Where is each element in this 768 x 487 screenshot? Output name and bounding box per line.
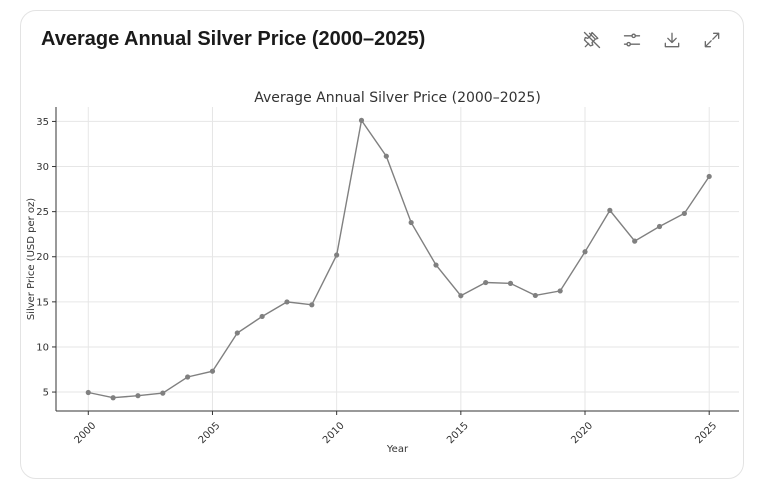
x-tick-label: 2005 (197, 420, 223, 446)
expand-button[interactable] (699, 27, 725, 53)
y-tick-label: 5 (43, 388, 49, 399)
y-tick-label: 20 (36, 252, 49, 263)
data-point (632, 238, 638, 244)
data-point (582, 249, 588, 255)
data-point (532, 292, 538, 299)
pin-off-button[interactable] (579, 27, 605, 53)
data-point (110, 395, 116, 401)
x-tick-label: 2015 (445, 420, 471, 446)
data-point (607, 207, 613, 213)
y-tick-label: 30 (36, 162, 49, 173)
y-axis-label: Silver Price (USD per oz) (26, 198, 37, 320)
data-point (681, 210, 687, 217)
chart-toolbar (579, 27, 725, 53)
data-point (656, 223, 663, 230)
data-point (706, 173, 712, 180)
expand-icon (704, 32, 720, 48)
data-point (160, 390, 166, 396)
y-tick-label: 15 (36, 297, 49, 308)
data-point (135, 393, 141, 399)
data-point (85, 389, 91, 396)
data-point (234, 330, 240, 336)
data-point (209, 368, 216, 374)
data-point (334, 252, 340, 258)
chart-card: Average Annual Silver Price (2000–2025) (20, 10, 744, 479)
data-point (557, 288, 563, 294)
y-tick-label: 25 (36, 207, 49, 218)
x-tick-label: 2025 (693, 420, 719, 446)
pin-off-icon (583, 31, 601, 49)
data-point (259, 313, 265, 320)
data-point (309, 302, 315, 308)
filter-settings-button[interactable] (619, 27, 645, 53)
sliders-icon (623, 33, 641, 47)
y-tick-label: 10 (36, 342, 49, 353)
x-tick-label: 2000 (73, 420, 99, 446)
download-icon (664, 32, 680, 48)
plot-title: Average Annual Silver Price (2000–2025) (254, 90, 541, 106)
y-tick-label: 35 (36, 117, 49, 128)
x-axis-label: Year (386, 444, 409, 455)
x-tick-label: 2010 (321, 420, 347, 446)
data-point (383, 153, 389, 159)
card-title: Average Annual Silver Price (2000–2025) (41, 28, 426, 50)
data-point (483, 279, 489, 286)
data-point (458, 293, 464, 299)
price-line (88, 118, 710, 399)
download-button[interactable] (659, 27, 685, 53)
data-point (284, 299, 290, 305)
x-tick-label: 2020 (569, 420, 595, 446)
data-point (507, 280, 514, 286)
data-point (185, 374, 191, 380)
data-point (408, 219, 414, 226)
data-point (358, 117, 365, 123)
data-point (433, 262, 439, 268)
